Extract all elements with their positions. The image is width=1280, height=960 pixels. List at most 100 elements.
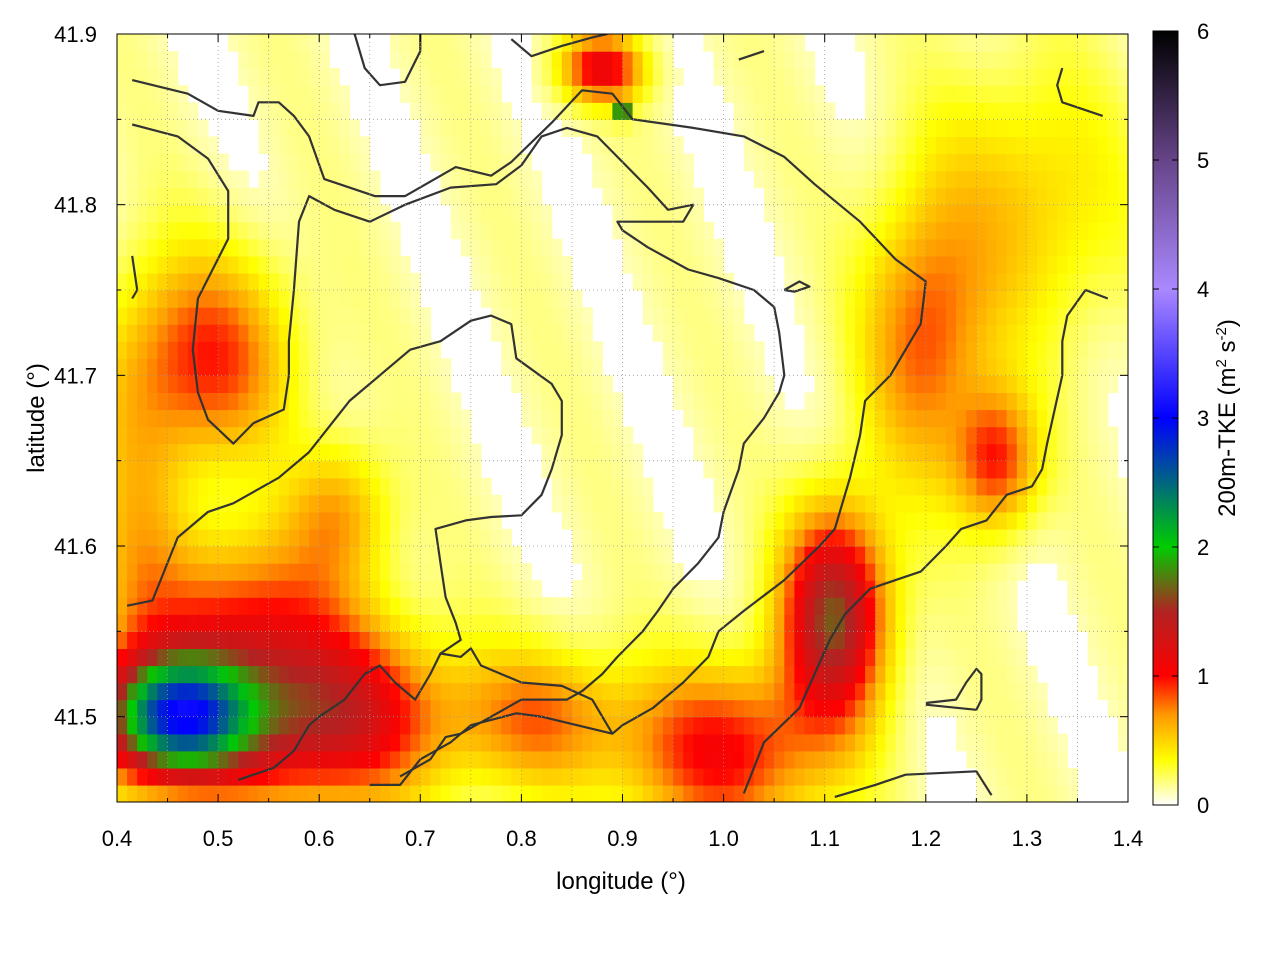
heatmap-cell: [440, 85, 452, 103]
heatmap-cell: [673, 153, 684, 172]
heatmap-cell: [1087, 51, 1099, 69]
heatmap-cell: [1117, 170, 1128, 189]
heatmap-cell: [390, 375, 401, 393]
heatmap-cell: [167, 477, 179, 496]
heatmap-cell: [1057, 392, 1068, 411]
heatmap-cell: [177, 221, 189, 240]
heatmap-cell: [521, 665, 533, 684]
heatmap-cell: [167, 187, 179, 206]
heatmap-cell: [582, 136, 593, 155]
heatmap-cell: [582, 102, 593, 120]
heatmap-cell: [673, 614, 684, 632]
heatmap-cell: [662, 631, 674, 649]
heatmap-cell: [481, 597, 492, 615]
heatmap-cell: [299, 153, 310, 172]
heatmap-cell: [764, 665, 775, 684]
heatmap-cell: [147, 426, 158, 445]
heatmap-cell: [400, 648, 411, 667]
heatmap-cell: [824, 563, 836, 581]
heatmap-cell: [278, 136, 290, 155]
heatmap-cell: [450, 102, 462, 120]
heatmap-cell: [582, 375, 593, 393]
heatmap-cell: [187, 511, 199, 530]
heatmap-cell: [1037, 51, 1048, 69]
heatmap-cell: [784, 460, 795, 479]
heatmap-cell: [996, 460, 1008, 479]
heatmap-cell: [238, 784, 249, 802]
heatmap-cell: [956, 528, 967, 547]
heatmap-cell: [723, 51, 735, 69]
heatmap-cell: [531, 170, 543, 189]
heatmap-cell: [369, 324, 381, 342]
heatmap-cell: [470, 187, 482, 206]
heatmap-cell: [1016, 546, 1028, 564]
heatmap-cell: [753, 409, 765, 428]
heatmap-cell: [268, 665, 280, 684]
heatmap-cell: [703, 767, 715, 786]
heatmap-cell: [511, 682, 522, 701]
heatmap-cell: [642, 699, 654, 718]
heatmap-cell: [733, 767, 745, 786]
heatmap-cell: [935, 102, 947, 120]
heatmap-cell: [986, 119, 998, 137]
heatmap-cell: [865, 546, 876, 564]
heatmap-cell: [814, 563, 826, 581]
heatmap-cell: [784, 648, 795, 667]
heatmap-cell: [855, 170, 866, 189]
heatmap-cell: [339, 136, 351, 155]
heatmap-cell: [642, 665, 654, 684]
heatmap-cell: [895, 204, 907, 223]
heatmap-cell: [258, 546, 270, 564]
heatmap-cell: [652, 665, 664, 684]
heatmap-cell: [804, 784, 816, 802]
heatmap-cell: [440, 187, 452, 206]
heatmap-cell: [1087, 255, 1099, 274]
heatmap-cell: [218, 170, 229, 189]
heatmap-cell: [1087, 528, 1099, 547]
heatmap-cell: [430, 494, 442, 513]
heatmap-cell: [238, 733, 249, 752]
heatmap-cell: [481, 580, 492, 598]
heatmap-cell: [329, 221, 340, 240]
heatmap-cell: [410, 784, 421, 802]
heatmap-cell: [662, 204, 674, 223]
heatmap-cell: [561, 392, 573, 411]
heatmap-cell: [733, 477, 745, 496]
heatmap-cell: [379, 409, 391, 428]
heatmap-cell: [814, 528, 826, 547]
heatmap-cell: [966, 324, 977, 342]
heatmap-cell: [248, 375, 260, 393]
heatmap-cell: [359, 580, 371, 598]
heatmap-cell: [814, 392, 826, 411]
heatmap-cell: [349, 682, 361, 701]
heatmap-cell: [814, 682, 826, 701]
heatmap-cell: [1006, 204, 1018, 223]
heatmap-cell: [228, 528, 239, 547]
heatmap-cell: [855, 460, 866, 479]
heatmap-cell: [794, 750, 806, 769]
heatmap-cell: [844, 494, 856, 513]
heatmap-cell: [784, 136, 795, 155]
heatmap-cell: [743, 546, 755, 564]
heatmap-cell: [440, 170, 452, 189]
heatmap-cell: [935, 477, 947, 496]
heatmap-cell: [187, 392, 199, 411]
heatmap-cell: [834, 580, 846, 598]
heatmap-cell: [956, 614, 967, 632]
heatmap-cell: [410, 102, 421, 120]
heatmap-cell: [804, 733, 816, 752]
heatmap-cell: [1117, 580, 1128, 598]
heatmap-cell: [379, 460, 391, 479]
heatmap-cell: [117, 460, 128, 479]
heatmap-cell: [299, 375, 310, 393]
heatmap-cell: [592, 170, 603, 189]
heatmap-cell: [764, 563, 775, 581]
heatmap-cell: [309, 204, 320, 223]
heatmap-cell: [632, 170, 644, 189]
heatmap-cell: [511, 563, 522, 581]
heatmap-cell: [986, 187, 998, 206]
heatmap-cell: [1026, 750, 1038, 769]
heatmap-cell: [410, 580, 421, 598]
heatmap-cell: [673, 68, 684, 86]
heatmap-cell: [986, 784, 998, 802]
